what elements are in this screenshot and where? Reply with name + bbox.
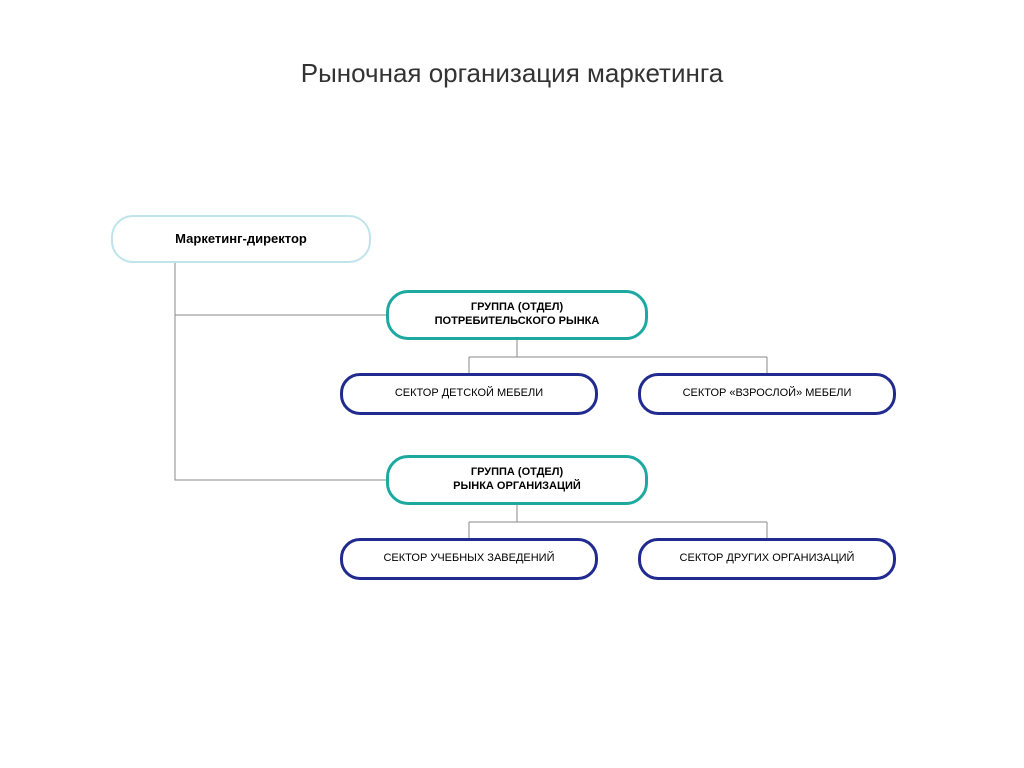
node-sector-education: СЕКТОР УЧЕБНЫХ ЗАВЕДЕНИЙ xyxy=(340,538,598,580)
node-sector-kids-furniture: СЕКТОР ДЕТСКОЙ МЕБЕЛИ xyxy=(340,373,598,415)
page-title: Рыночная организация маркетинга xyxy=(0,58,1024,89)
node-label: СЕКТОР ДЕТСКОЙ МЕБЕЛИ xyxy=(395,387,543,401)
node-group-consumer-market: ГРУППА (ОТДЕЛ) ПОТРЕБИТЕЛЬСКОГО РЫНКА xyxy=(386,290,648,340)
node-label: Маркетинг-директор xyxy=(175,231,307,247)
node-label: СЕКТОР «ВЗРОСЛОЙ» МЕБЕЛИ xyxy=(683,387,852,401)
node-label-line1: ГРУППА (ОТДЕЛ) xyxy=(435,301,600,315)
diagram-canvas: Рыночная организация маркетинга Маркетин… xyxy=(0,0,1024,768)
node-sector-adult-furniture: СЕКТОР «ВЗРОСЛОЙ» МЕБЕЛИ xyxy=(638,373,896,415)
node-label-line1: ГРУППА (ОТДЕЛ) xyxy=(453,466,581,480)
node-group-org-market: ГРУППА (ОТДЕЛ) РЫНКА ОРГАНИЗАЦИЙ xyxy=(386,455,648,505)
node-marketing-director: Маркетинг-директор xyxy=(111,215,371,263)
node-label-line2: РЫНКА ОРГАНИЗАЦИЙ xyxy=(453,480,581,494)
node-label-line2: ПОТРЕБИТЕЛЬСКОГО РЫНКА xyxy=(435,315,600,329)
node-label: СЕКТОР УЧЕБНЫХ ЗАВЕДЕНИЙ xyxy=(383,552,554,566)
node-label: СЕКТОР ДРУГИХ ОРГАНИЗАЦИЙ xyxy=(680,552,855,566)
node-sector-other-orgs: СЕКТОР ДРУГИХ ОРГАНИЗАЦИЙ xyxy=(638,538,896,580)
